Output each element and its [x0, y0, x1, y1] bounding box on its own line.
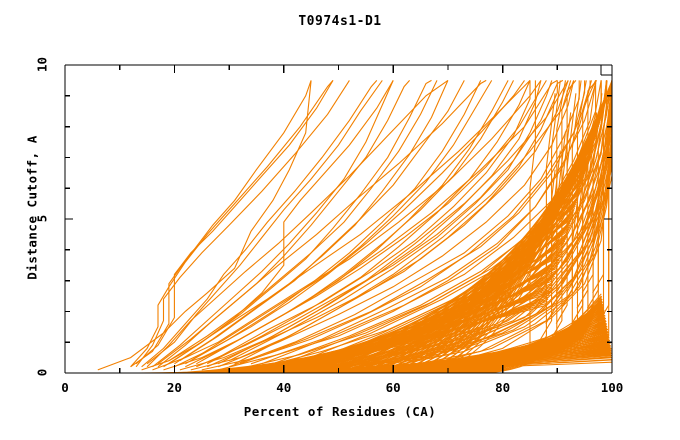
series-line [475, 299, 602, 373]
series-line [179, 80, 569, 371]
series-line [135, 80, 350, 368]
chart-title: T0974s1-D1 [298, 14, 382, 29]
series-line [571, 131, 593, 355]
series-line [592, 80, 612, 294]
series-line [185, 80, 482, 365]
series-line [152, 80, 394, 368]
series-line [130, 80, 334, 368]
series-line [130, 80, 312, 368]
series-line [421, 84, 612, 373]
y-tick-label: 0 [34, 368, 50, 377]
series-line [146, 79, 449, 368]
series-line [206, 80, 531, 365]
series-line [399, 102, 606, 373]
series-line [581, 93, 603, 324]
series-line [174, 80, 449, 365]
series-line [190, 80, 493, 362]
series-line [545, 80, 567, 355]
series-line [371, 126, 612, 368]
series-line [425, 80, 612, 373]
series-line [228, 80, 553, 362]
series-line [566, 150, 587, 294]
series-line [529, 80, 536, 364]
series-line [168, 80, 394, 365]
series-line [418, 86, 611, 373]
series-line [555, 80, 577, 324]
series-line [217, 80, 575, 368]
x-tick-label: 0 [61, 380, 69, 395]
series-line [576, 112, 598, 340]
y-tick-label: 10 [34, 56, 50, 73]
series-line [586, 80, 608, 309]
series-line [206, 80, 569, 368]
series-line [597, 96, 612, 355]
series-line [540, 80, 561, 294]
series-line [261, 80, 597, 365]
x-axis-label: Percent of Residues (CA) [243, 404, 437, 419]
series-line [239, 80, 586, 365]
series-line [141, 80, 378, 368]
series-line [179, 80, 465, 362]
series-line [196, 79, 564, 368]
series-line [163, 79, 558, 371]
series-line [550, 80, 572, 340]
axis-frame-layer [64, 64, 613, 374]
y-tick-label: 5 [34, 214, 50, 223]
series-line [146, 80, 383, 365]
series-line [468, 293, 602, 373]
series-line [190, 80, 575, 371]
series-line [212, 80, 531, 362]
x-tick-label: 40 [276, 380, 292, 395]
series-line [135, 80, 334, 365]
series-line [152, 80, 542, 371]
x-tick-label: 100 [600, 380, 624, 395]
series-line [409, 94, 609, 373]
series-line [534, 93, 556, 309]
series-line [168, 80, 438, 362]
x-tick-label: 80 [495, 380, 511, 395]
series-line [394, 106, 605, 373]
series-line [141, 80, 531, 371]
series-line [560, 169, 582, 309]
series-line [228, 80, 580, 368]
series-line [157, 79, 487, 368]
x-tick-label: 60 [385, 380, 401, 395]
series-line [97, 80, 312, 371]
x-tick-label: 20 [166, 380, 182, 395]
series-line [423, 82, 612, 373]
series-line [174, 80, 525, 368]
data-series-layer [97, 79, 612, 373]
series-line [411, 92, 609, 373]
